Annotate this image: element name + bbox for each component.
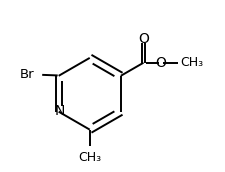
Text: CH₃: CH₃ — [78, 150, 101, 164]
Text: CH₃: CH₃ — [180, 56, 202, 69]
Text: Br: Br — [20, 68, 34, 81]
Text: N: N — [54, 104, 65, 118]
Text: O: O — [155, 56, 166, 70]
Text: O: O — [137, 32, 148, 46]
